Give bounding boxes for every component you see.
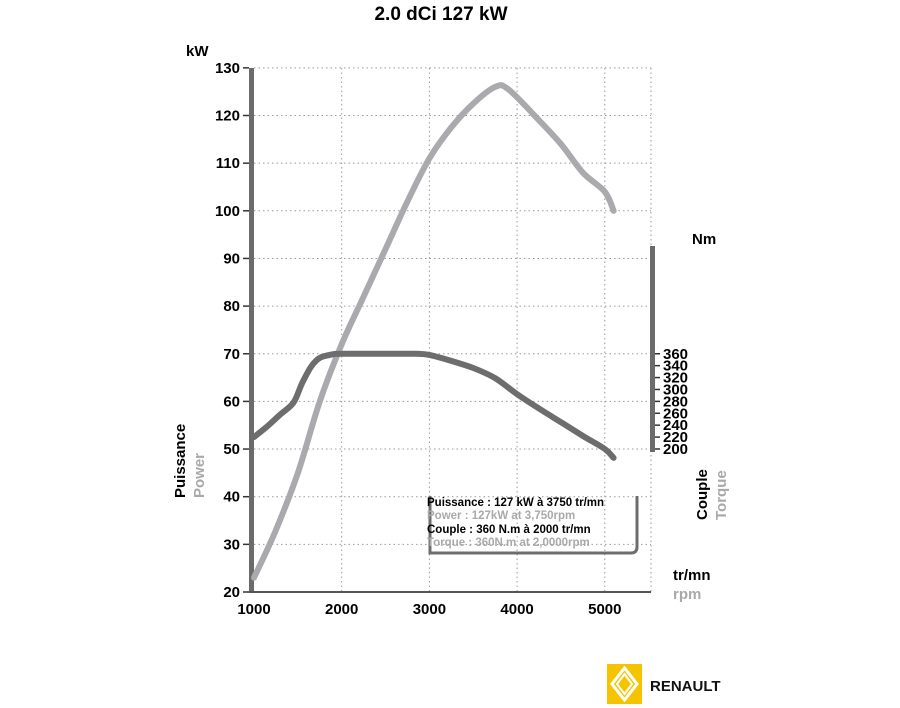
x-tick-label: 4000 bbox=[500, 601, 533, 618]
left-axis-label-fr: Puissance bbox=[172, 424, 189, 498]
right-tick-label: 340 bbox=[663, 358, 688, 375]
logo-diamond-icon bbox=[610, 665, 639, 703]
right-tick-label: 300 bbox=[663, 381, 688, 398]
left-tick-label: 20 bbox=[223, 584, 240, 601]
left-axis-label-en: Power bbox=[191, 453, 208, 498]
left-tick-label: 30 bbox=[223, 536, 240, 553]
left-tick-label: 90 bbox=[223, 250, 240, 267]
left-tick-label: 50 bbox=[223, 441, 240, 458]
left-tick-label: 110 bbox=[216, 155, 240, 172]
left-tick-label: 60 bbox=[223, 393, 240, 410]
right-tick-label: 320 bbox=[663, 370, 688, 387]
renault-logo: RENAULT bbox=[607, 664, 721, 704]
tick-labels: 20 30 40 50 60 70 80 90 100 110 120 130 200220240260… bbox=[215, 60, 688, 618]
left-axis-bar bbox=[249, 68, 254, 592]
right-tick-label: 360 bbox=[663, 346, 688, 363]
left-tick-label: 100 bbox=[215, 203, 240, 220]
torque-curve bbox=[251, 350, 617, 461]
x-tick-label: 3000 bbox=[413, 601, 446, 618]
right-axis-label-fr: Couple bbox=[694, 469, 711, 520]
right-axis-label-en: Torque bbox=[713, 470, 730, 520]
logo-diamond-inner-icon bbox=[615, 672, 634, 696]
legend-line-3: Couple : 360 N.m à 2000 tr/mn bbox=[427, 524, 591, 536]
x-unit-label-fr: tr/mn bbox=[673, 567, 711, 584]
right-axis-bar bbox=[650, 246, 655, 452]
x-tick-label: 1000 bbox=[237, 601, 270, 618]
left-tick-label: 130 bbox=[215, 60, 240, 77]
x-tick-label: 5000 bbox=[588, 601, 621, 618]
left-tick-label: 120 bbox=[215, 108, 240, 125]
logo-wordmark: RENAULT bbox=[650, 678, 721, 695]
right-tick-label: 280 bbox=[663, 393, 688, 410]
legend: Puissance : 127 kW à 3750 tr/mn Power : … bbox=[427, 496, 639, 555]
legend-line-4: Torque : 360N.m at 2,0000rpm bbox=[427, 537, 590, 549]
right-tick-label: 220 bbox=[663, 429, 688, 446]
left-tick-label: 40 bbox=[223, 489, 240, 506]
right-tick-label: 240 bbox=[663, 417, 688, 434]
left-tick-label: 70 bbox=[223, 346, 240, 363]
grid bbox=[254, 67, 652, 592]
x-tick-label: 2000 bbox=[325, 601, 358, 618]
left-tick-label: 80 bbox=[223, 298, 240, 315]
legend-line-1: Puissance : 127 kW à 3750 tr/mn bbox=[427, 497, 604, 509]
left-unit-label: kW bbox=[186, 43, 209, 60]
x-unit-label-en: rpm bbox=[673, 586, 701, 603]
right-unit-label: Nm bbox=[692, 231, 716, 248]
legend-box-frame bbox=[428, 496, 639, 555]
chart-title: 2.0 dCi 127 kW bbox=[374, 4, 507, 25]
legend-line-2: Power : 127kW at 3,750rpm bbox=[427, 510, 575, 522]
right-tick-label: 260 bbox=[663, 405, 688, 422]
right-tick-label: 200 bbox=[663, 441, 688, 458]
power-curve bbox=[251, 82, 617, 581]
